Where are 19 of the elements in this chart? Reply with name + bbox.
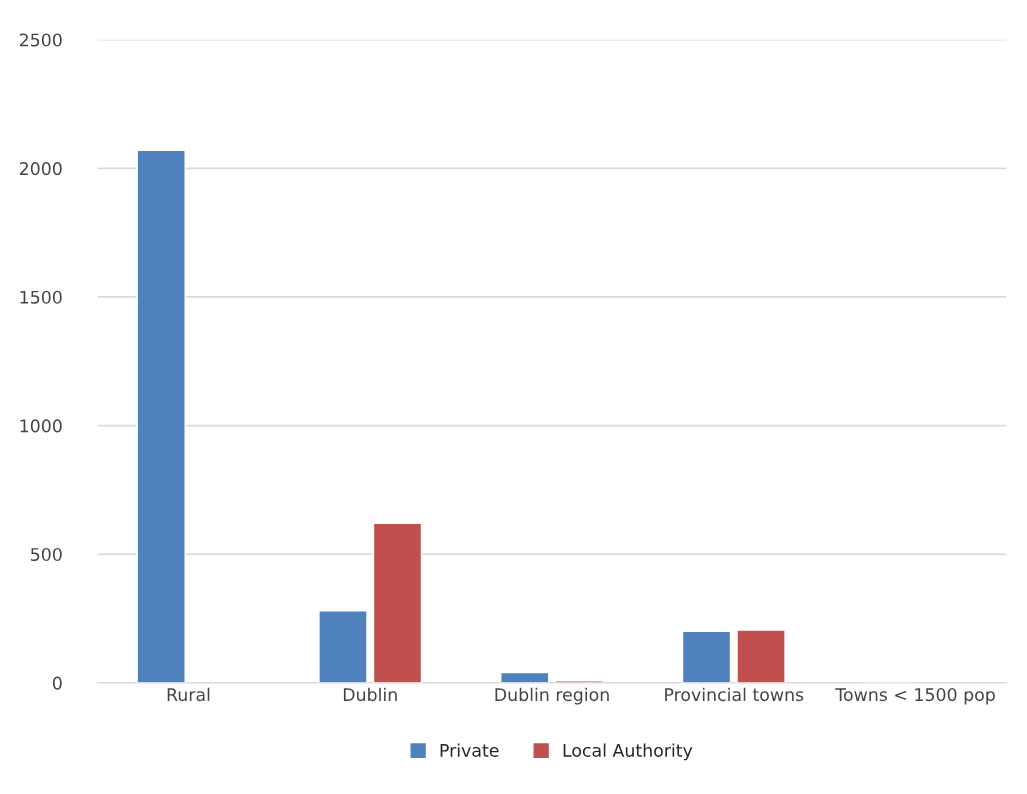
bar — [318, 610, 368, 683]
y-tick-label: 1000 — [20, 419, 62, 433]
bar — [681, 630, 732, 683]
bar — [372, 522, 423, 683]
y-tick-label: 0 — [52, 676, 62, 690]
bar — [500, 671, 550, 683]
x-tick-label: Provincial towns — [665, 687, 804, 702]
y-tick-label: 500 — [31, 547, 62, 562]
x-tick-label: Rural — [167, 687, 210, 702]
y-tick-label: 1500 — [20, 290, 62, 304]
x-tick-label: Towns < 1500 pop — [835, 688, 995, 705]
y-tick-label: 2000 — [19, 162, 62, 176]
bar — [736, 629, 786, 683]
legend-label: Private — [440, 743, 499, 757]
y-tick-label: 2500 — [19, 33, 62, 47]
bar — [136, 149, 186, 683]
legend-label: Local Authority — [563, 743, 693, 761]
x-tick-label: Dublin region — [495, 687, 609, 705]
x-tick-label: Dublin — [343, 687, 397, 702]
